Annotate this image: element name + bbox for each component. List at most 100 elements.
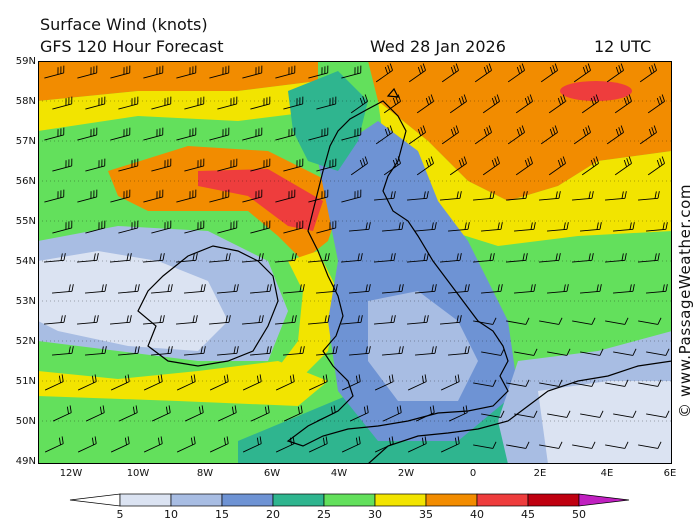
wind-barb xyxy=(176,127,197,141)
lon-label-4e: 4E xyxy=(600,468,614,479)
wind-barb xyxy=(151,96,172,110)
colorbar-tick-label: 30 xyxy=(368,508,382,521)
wind-barb xyxy=(415,284,437,294)
wind-barb xyxy=(110,189,131,203)
wind-barb xyxy=(449,156,467,176)
wind-barb xyxy=(614,156,632,176)
wind-barb xyxy=(77,127,98,141)
wind-barb xyxy=(416,94,434,114)
wind-barb xyxy=(143,374,163,391)
wind-barb xyxy=(473,317,497,325)
wind-barb xyxy=(646,284,668,294)
wind-band-continent-light xyxy=(538,381,672,464)
wind-barb xyxy=(44,315,66,325)
wind-barb xyxy=(250,284,272,294)
wind-barb xyxy=(52,405,72,422)
colorbar-swatch xyxy=(272,493,325,507)
wind-barb xyxy=(283,220,304,234)
wind-barb xyxy=(382,405,402,422)
wind-barb xyxy=(217,96,238,110)
wind-band-nw-orange xyxy=(38,61,318,101)
wind-barb xyxy=(481,284,503,294)
wind-barb xyxy=(647,156,665,176)
wind-barb xyxy=(605,317,629,325)
wind-barb xyxy=(441,63,459,83)
wind-barb xyxy=(184,220,205,234)
wind-barb xyxy=(308,253,330,263)
wind-band-irish-sea xyxy=(268,251,338,391)
wind-barb xyxy=(638,379,662,387)
colorbar-swatch xyxy=(527,493,580,507)
wind-barb xyxy=(448,222,470,232)
lat-label-58n: 58N xyxy=(15,96,36,107)
wind-barb xyxy=(415,222,437,232)
wind-barb xyxy=(77,436,97,453)
wind-barb xyxy=(217,346,239,356)
wind-barb xyxy=(539,253,561,263)
colorbar-swatch xyxy=(476,493,529,507)
wind-barb xyxy=(52,158,73,172)
wind-barb xyxy=(646,222,668,232)
wind-barb xyxy=(613,410,637,418)
wind-barb xyxy=(209,436,229,453)
wind-barb xyxy=(613,284,635,294)
wind-barb xyxy=(341,189,362,203)
wind-barb xyxy=(407,436,427,453)
forecast-date: Wed 28 Jan 2026 xyxy=(370,37,506,56)
wind-barb xyxy=(349,346,371,356)
wind-barb xyxy=(52,346,74,356)
wind-barb xyxy=(242,436,262,453)
wind-barb xyxy=(110,374,130,391)
wind-barb xyxy=(350,94,368,114)
wind-barb xyxy=(415,405,435,422)
lon-label-6e: 6E xyxy=(663,468,677,479)
wind-barb xyxy=(473,253,495,263)
colorbar-arrow-left xyxy=(69,493,121,507)
colorbar-swatch xyxy=(170,493,223,507)
wind-barb xyxy=(448,346,470,356)
wind-barb xyxy=(308,315,330,325)
wind-barb xyxy=(77,315,99,325)
wind-barb xyxy=(573,125,591,145)
wind-barb xyxy=(506,317,530,325)
wind-barb xyxy=(407,253,429,263)
wind-barb xyxy=(275,253,297,263)
lon-label-0: 0 xyxy=(469,468,477,479)
wind-barb xyxy=(481,348,505,356)
wind-barb xyxy=(506,191,528,201)
wind-barb xyxy=(283,284,305,294)
wind-band-ne-yellow xyxy=(378,101,672,246)
wind-barb xyxy=(242,253,264,263)
lon-label-2e: 2E xyxy=(533,468,547,479)
colorbar-tick-label: 15 xyxy=(215,508,229,521)
wind-barb xyxy=(242,65,263,79)
wind-barb xyxy=(275,127,296,141)
colorbar-tick-label: 10 xyxy=(164,508,178,521)
colorbar-swatch xyxy=(221,493,274,507)
wind-barb xyxy=(448,405,468,422)
wind-barb xyxy=(209,65,230,79)
colorbar xyxy=(69,493,630,507)
wind-barb xyxy=(440,315,462,325)
wind-barb xyxy=(605,379,629,387)
wind-barb xyxy=(482,156,500,176)
wind-barb xyxy=(316,284,338,294)
wind-barb xyxy=(572,379,596,387)
lat-label-57n: 57N xyxy=(15,136,36,147)
wind-barb xyxy=(548,156,566,176)
wind-barb xyxy=(275,189,296,203)
wind-barb xyxy=(539,441,563,449)
wind-barb xyxy=(646,410,670,418)
wind-barb xyxy=(44,374,64,391)
wind-barb xyxy=(383,94,401,114)
wind-barb xyxy=(184,405,204,422)
wind-barb xyxy=(407,374,427,391)
colorbar-tick-label: 50 xyxy=(572,508,586,521)
wind-barb xyxy=(316,220,337,234)
wind-barb xyxy=(341,65,362,79)
lat-label-49n: 49N xyxy=(15,456,36,467)
wind-barb xyxy=(407,315,429,325)
colorbar-tick-label: 25 xyxy=(317,508,331,521)
lat-label-54n: 54N xyxy=(15,256,36,267)
wind-barb xyxy=(572,191,594,201)
